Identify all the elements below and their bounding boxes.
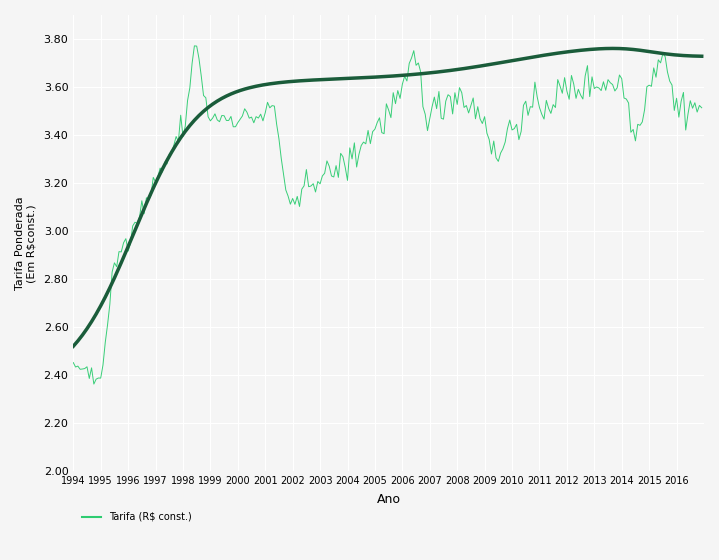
Y-axis label: Tarifa Ponderada
(Em R$const.): Tarifa Ponderada (Em R$const.) [15, 197, 37, 290]
X-axis label: Ano: Ano [377, 493, 400, 506]
Legend: Tarifa (R$ const.): Tarifa (R$ const.) [78, 508, 196, 526]
